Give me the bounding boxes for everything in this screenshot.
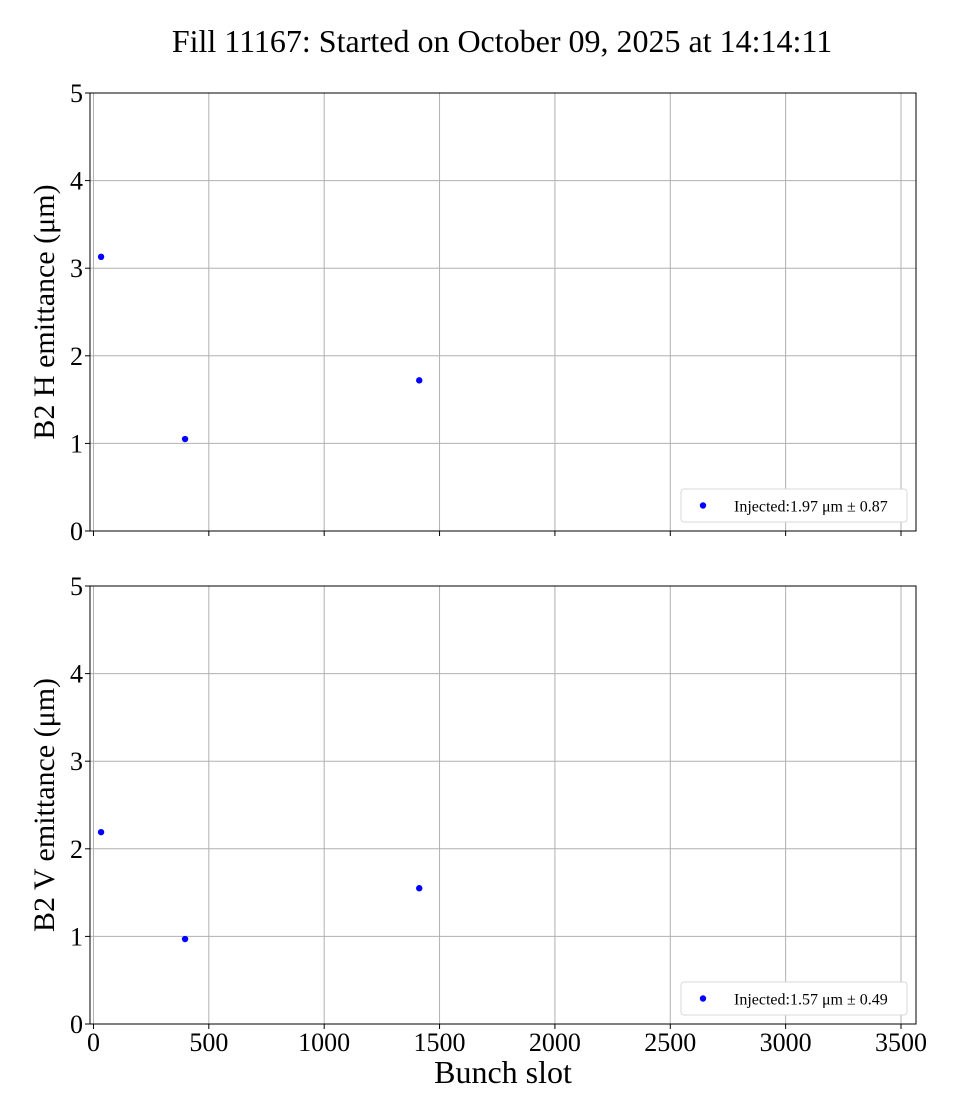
x-axis-label: Bunch slot	[434, 1054, 572, 1090]
y-tick-label: 2	[70, 342, 83, 371]
x-tick-label: 0	[87, 1028, 100, 1057]
y-axis-label: B2 H emittance (μm)	[28, 184, 61, 439]
legend-box	[680, 488, 908, 523]
y-tick-label: 1	[70, 922, 83, 951]
x-tick-label: 2000	[529, 1028, 581, 1057]
x-tick-label: 1000	[298, 1028, 350, 1057]
x-tick-label: 1500	[414, 1028, 466, 1057]
y-tick-label: 4	[70, 167, 83, 196]
data-point	[181, 435, 189, 443]
y-tick-label: 2	[70, 835, 83, 864]
y-tick-label: 1	[70, 429, 83, 458]
y-tick-label: 5	[70, 572, 83, 601]
data-point	[97, 253, 105, 261]
data-point	[416, 885, 423, 892]
x-tick-label: 3500	[875, 1028, 927, 1057]
y-tick-label: 3	[70, 254, 83, 283]
y-tick-label: 0	[70, 1010, 83, 1039]
y-tick-label: 4	[70, 660, 83, 689]
legend-marker	[699, 502, 707, 509]
data-point	[97, 828, 105, 836]
data-point	[181, 935, 189, 943]
top-panel-h-emittance: 0 1 2 3 4 5 B2 H emittance (μm) Injected:1.97 μ…	[28, 79, 917, 546]
legend-marker	[699, 995, 707, 1002]
axes-frame	[89, 585, 917, 1025]
figure-title: Fill 11167: Started on October 09, 2025 …	[172, 23, 832, 59]
x-tick-label: 3000	[760, 1028, 812, 1057]
y-axis-label: B2 V emittance (μm)	[28, 678, 61, 932]
data-point	[416, 377, 423, 384]
bottom-panel-v-emittance: 0 500 1000 1500 2000 2500 3000 3500 0 1 2 3 4 5 B2 V e…	[28, 572, 927, 1057]
legend-label: Injected:1.57 μm ± 0.49	[734, 992, 888, 1009]
y-tick-label: 0	[70, 517, 83, 546]
x-tick-label: 500	[189, 1028, 228, 1057]
y-tick-label: 5	[70, 79, 83, 108]
x-tick-label: 2500	[644, 1028, 696, 1057]
y-tick-label: 3	[70, 747, 83, 776]
legend-label: Injected:1.97 μm ± 0.87	[734, 499, 888, 516]
axes-frame	[89, 92, 917, 532]
legend-box	[680, 981, 908, 1016]
